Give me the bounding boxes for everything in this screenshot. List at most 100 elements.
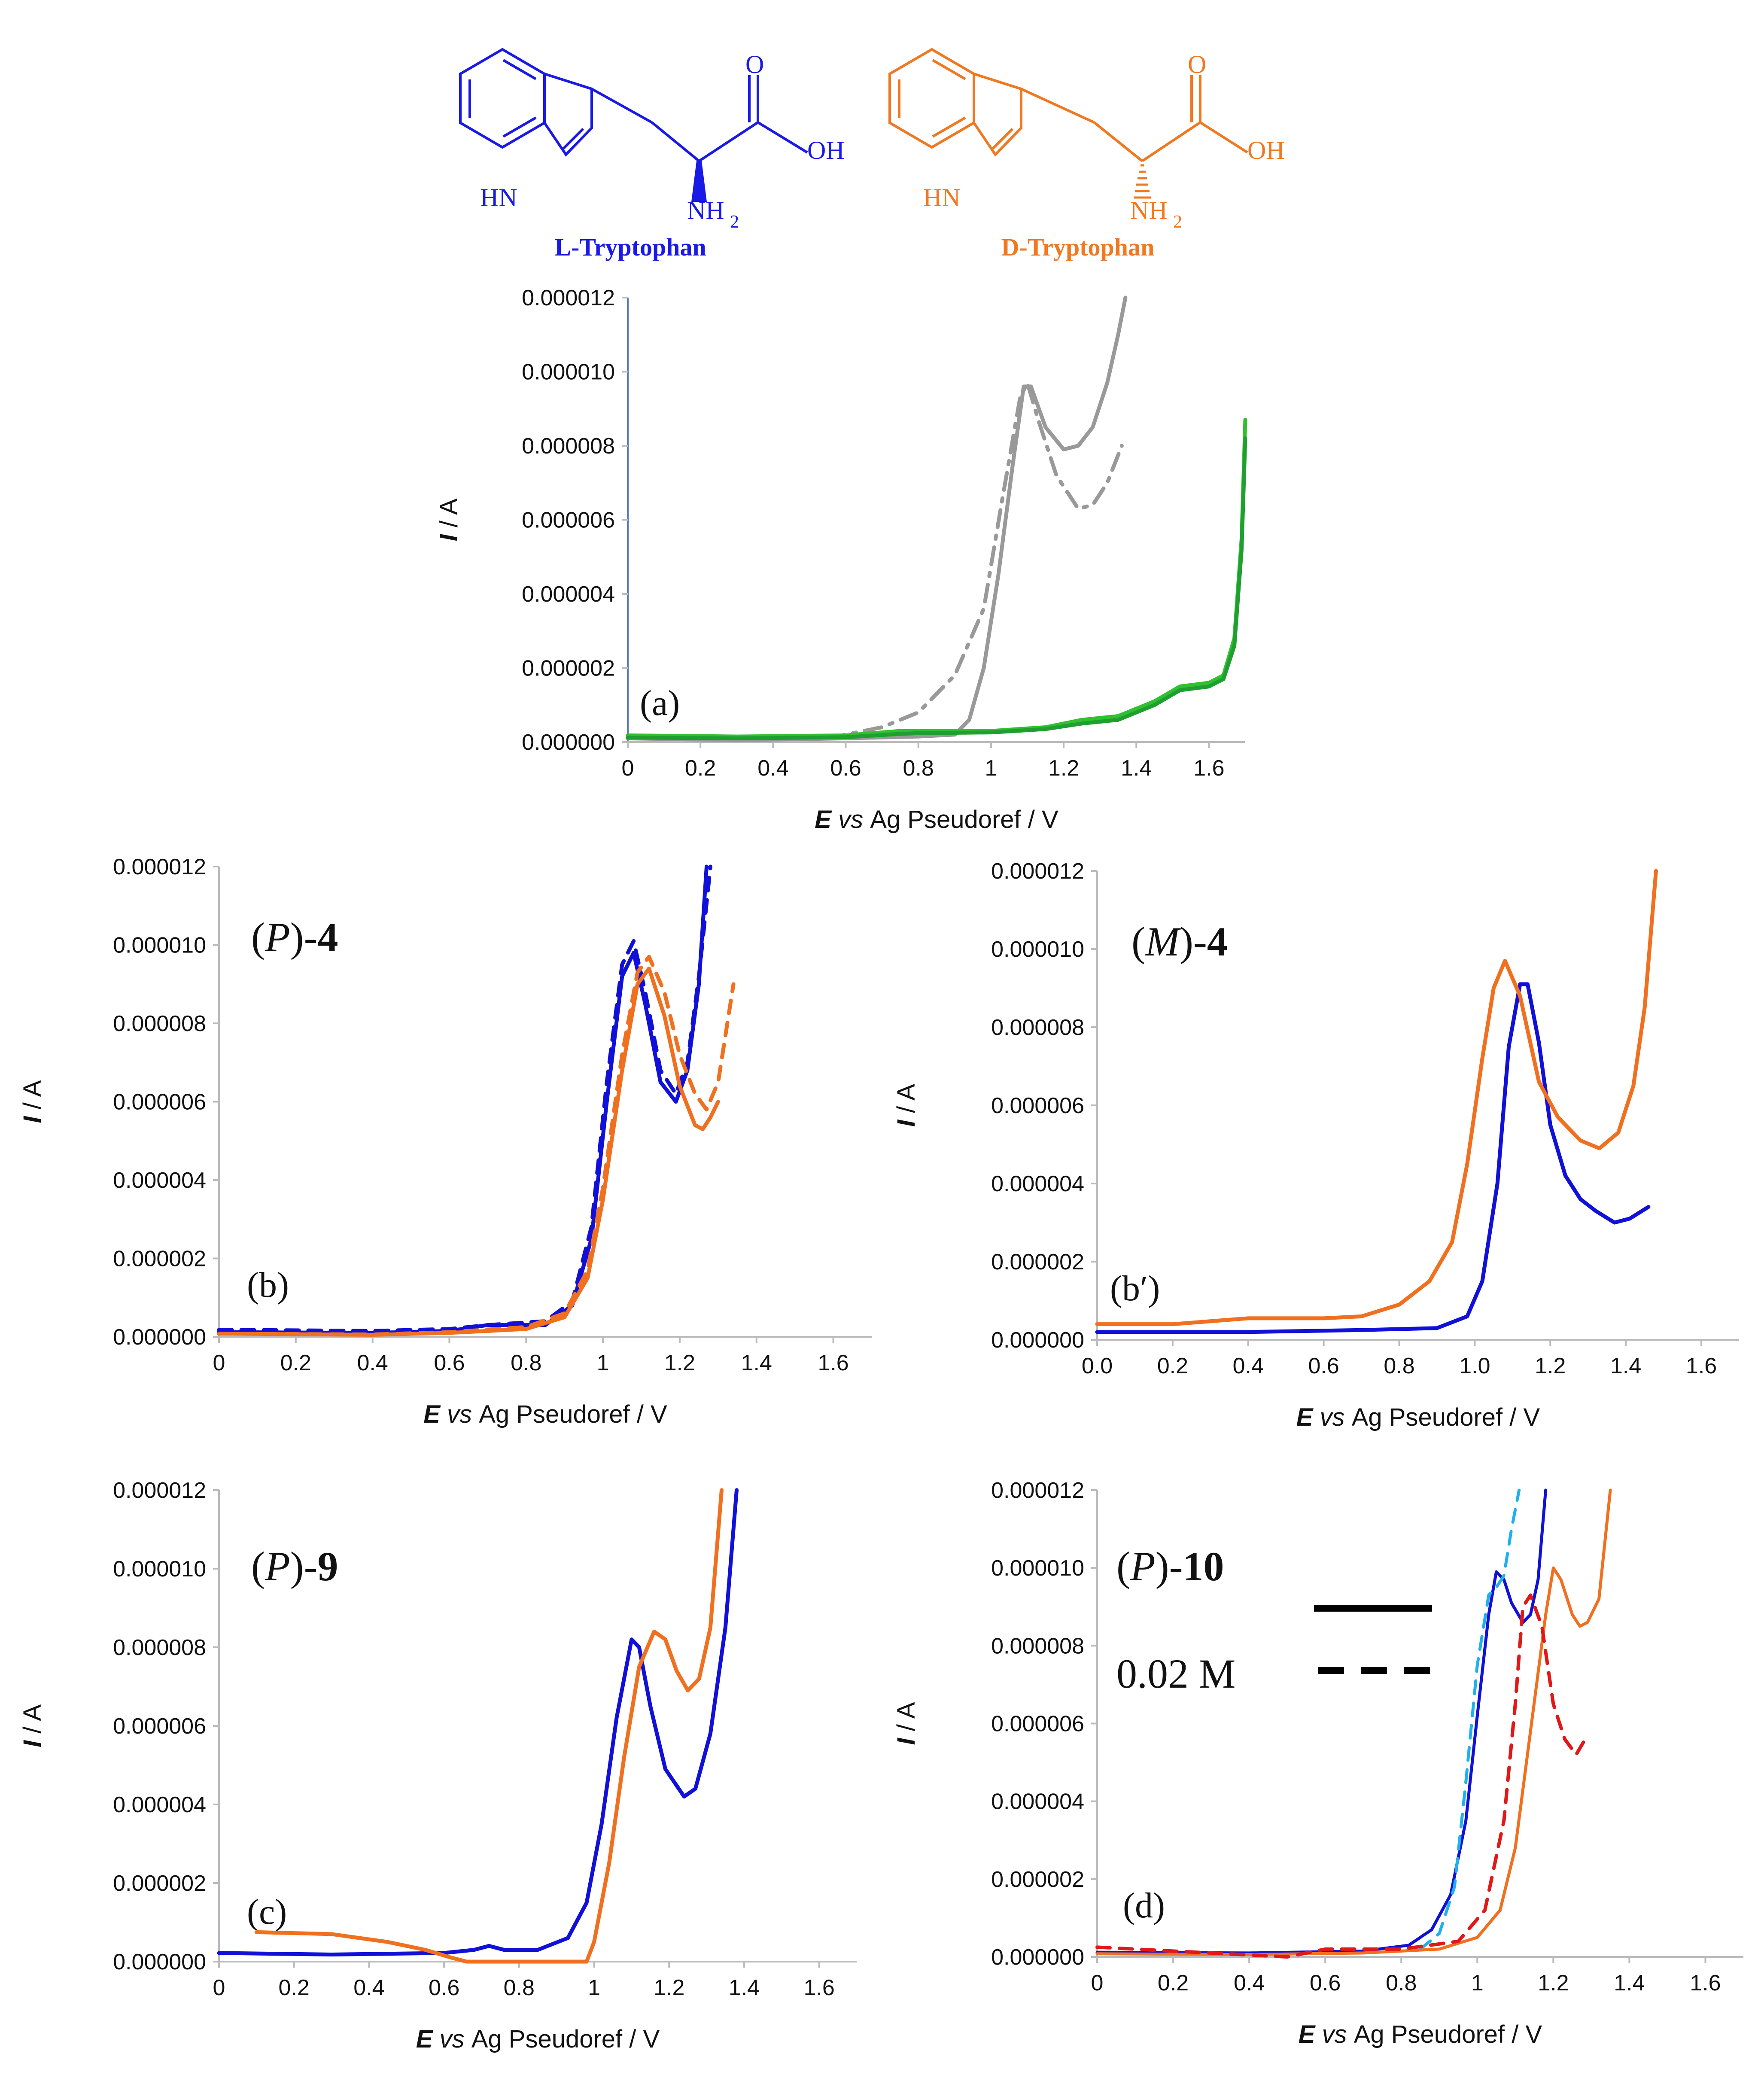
x-tick-label: 0 [213, 1975, 225, 2000]
y-axis-text: / A [892, 1084, 920, 1113]
panel-label: (a) [640, 683, 680, 723]
l-tryptophan-structure [459, 48, 808, 202]
x-axis-text: Ag Pseudoref / V [1352, 1403, 1540, 1431]
y-tick-label: 0.000006 [991, 1093, 1084, 1118]
y-tick-label: 0.000010 [522, 360, 615, 385]
panel-title: (P)-9 [251, 1543, 338, 1589]
atom-nh: NH [1130, 196, 1168, 225]
atom-nh-sub: 2 [1173, 212, 1182, 232]
series-line-orange [254, 1488, 724, 1964]
title-prefix: ( [1131, 919, 1145, 964]
y-tick-label: 0.000008 [991, 1634, 1084, 1658]
y-tick-label: 0.000010 [113, 1557, 206, 1582]
panel-label: (d) [1123, 1886, 1165, 1926]
x-axis-label: E vs Ag Pseudoref / V [815, 806, 1058, 834]
x-tick-label: 1 [588, 1975, 600, 2000]
x-axis-symbol: E [423, 1400, 447, 1428]
y-tick-label: 0.000002 [522, 656, 615, 681]
x-tick-label: 1 [985, 756, 997, 781]
atom-o: O [745, 50, 764, 79]
x-tick-label: 1.2 [1538, 1971, 1569, 1996]
y-axis-text: / A [18, 1704, 46, 1734]
x-tick-label: 0.2 [685, 756, 716, 781]
y-tick-label: 0.000004 [991, 1171, 1084, 1196]
x-tick-label: 0.2 [280, 1351, 311, 1375]
y-tick-label: 0.000004 [991, 1789, 1084, 1814]
y-tick-label: 0.000000 [522, 730, 615, 755]
x-axis-label: E vs Ag Pseudoref / V [423, 1400, 667, 1428]
x-axis-text: Ag Pseudoref / V [1354, 2020, 1542, 2048]
y-tick-label: 0.000000 [113, 1325, 206, 1350]
x-tick-label: 0.8 [1384, 1354, 1414, 1378]
benzene-ring [888, 48, 975, 149]
title-suffix: )- [290, 1543, 318, 1589]
series-line-orange-solid [1095, 1488, 1612, 1956]
chart-panel-b: 0.000000 0.000002 0.000004 0.000006 0.000008… [18, 855, 872, 1428]
title-prefix: ( [251, 914, 265, 960]
atom-oh: OH [807, 136, 845, 164]
y-axis-text: / A [18, 1080, 46, 1109]
title-prefix: ( [251, 1543, 265, 1589]
x-tick-label: 0.8 [504, 1975, 535, 2000]
x-axis-text: Ag Pseudoref / V [870, 806, 1058, 834]
x-tick-label: 0.6 [830, 756, 861, 781]
x-axis-italic: vs [838, 806, 870, 834]
x-tick-label: 0.4 [353, 1975, 384, 2000]
x-tick-label: 1.4 [741, 1351, 772, 1375]
x-tick-label: 1.2 [664, 1351, 695, 1375]
x-axis-italic: vs [1322, 2020, 1354, 2048]
x-tick-label: 0 [213, 1351, 225, 1375]
x-axis-text: Ag Pseudoref / V [471, 2025, 660, 2053]
x-tick-label: 1 [1471, 1971, 1484, 1996]
y-axis-symbol: I [18, 1109, 46, 1123]
y-tick-label: 0.000010 [991, 937, 1084, 962]
atom-hn: HN [923, 183, 961, 212]
chart-panel-a: 0.000000 0.000002 0.000004 0.000006 0.000008… [435, 286, 1247, 834]
x-axis-italic: vs [1320, 1403, 1352, 1431]
legend-label: 0.02 M [1116, 1651, 1235, 1697]
y-tick-label: 0.000008 [991, 1015, 1084, 1040]
title-italic: M [1144, 919, 1182, 964]
x-tick-label: 0.0 [1082, 1354, 1113, 1378]
x-tick-label: 0.8 [511, 1351, 541, 1375]
series-line-blue-dashed [217, 864, 712, 1333]
x-axis-text: Ag Pseudoref / V [479, 1400, 667, 1428]
y-tick-label: 0.000000 [991, 1945, 1084, 1970]
y-tick-label: 0.000004 [113, 1792, 206, 1817]
x-tick-label: 0.2 [1158, 1971, 1189, 1996]
y-tick-label: 0.000002 [991, 1250, 1084, 1275]
title-suffix: )- [290, 914, 318, 960]
x-tick-label: 1.0 [1459, 1354, 1490, 1378]
y-tick-label: 0.000012 [522, 286, 615, 310]
y-tick-label: 0.000006 [113, 1090, 206, 1115]
y-tick-label: 0.000006 [991, 1712, 1084, 1737]
y-axis-symbol: I [18, 1734, 46, 1747]
x-tick-label: 0.6 [434, 1351, 465, 1375]
x-axis-label: E vs Ag Pseudoref / V [1296, 1403, 1540, 1431]
series-line-orange-dashed [217, 955, 736, 1336]
y-tick-label: 0.000002 [991, 1867, 1084, 1892]
series-line-green-1 [626, 418, 1247, 739]
x-tick-label: 1.6 [818, 1351, 849, 1375]
l-tryptophan-label: L-Tryptophan [554, 233, 706, 261]
title-bold: 4 [318, 914, 338, 960]
x-axis-symbol: E [416, 2025, 440, 2053]
title-bold: 4 [1207, 919, 1228, 964]
x-axis-label: E vs Ag Pseudoref / V [416, 2025, 660, 2053]
y-tick-label: 0.000008 [113, 1011, 206, 1036]
y-axis-text: / A [892, 1702, 920, 1731]
y-tick-label: 0.000002 [113, 1871, 206, 1896]
x-tick-label: 0 [1091, 1971, 1104, 1996]
series-line-blue [217, 1488, 739, 1956]
x-tick-label: 1.2 [1535, 1354, 1566, 1378]
x-tick-label: 0.6 [1310, 1971, 1341, 1996]
y-tick-label: 0.000002 [113, 1247, 206, 1272]
y-axis-label: I / A [892, 1702, 920, 1745]
y-axis-label: I / A [18, 1704, 46, 1747]
x-tick-label: 0 [622, 756, 634, 781]
x-tick-label: 1.6 [1193, 756, 1224, 781]
x-tick-label: 0.4 [1233, 1354, 1264, 1378]
wedge-bond [691, 161, 707, 202]
benzene-ring [459, 48, 546, 149]
panel-title: (M)-4 [1131, 919, 1228, 964]
